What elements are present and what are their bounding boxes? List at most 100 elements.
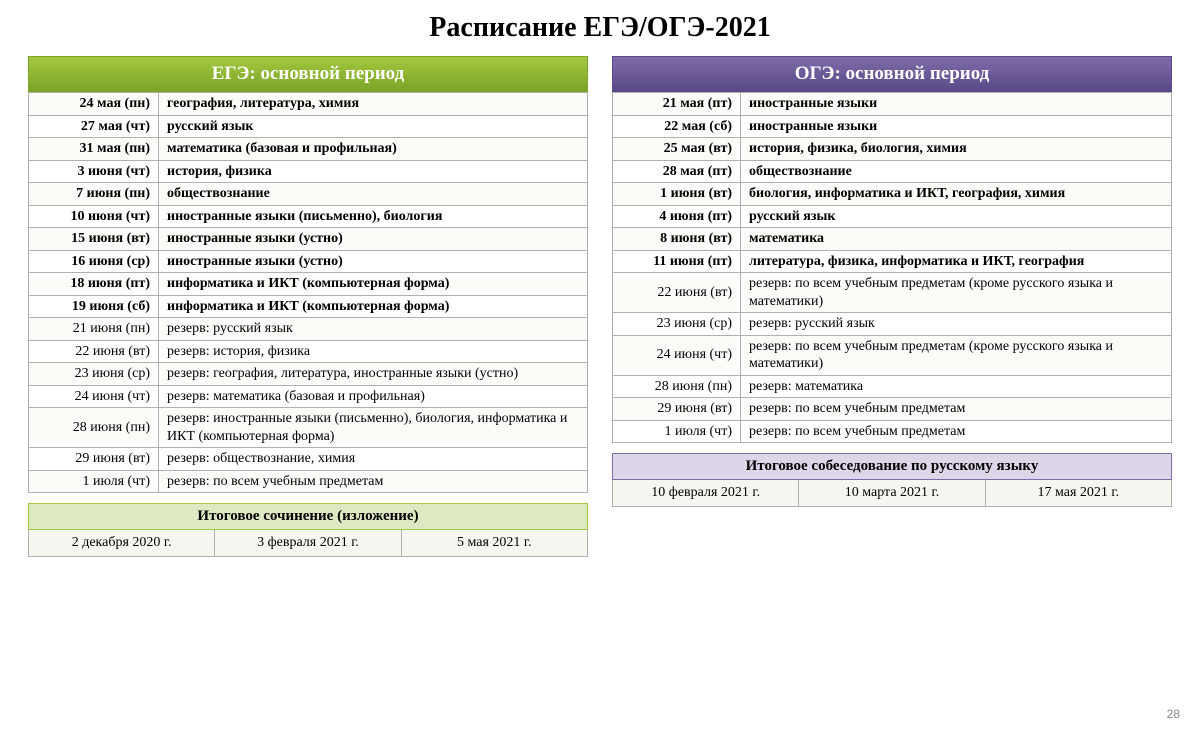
footer-date-cell: 10 февраля 2021 г. xyxy=(612,480,799,507)
table-row: 1 июля (чт)резерв: по всем учебным предм… xyxy=(29,470,588,493)
table-row: 8 июня (вт)математика xyxy=(613,228,1172,251)
date-cell: 22 июня (вт) xyxy=(613,273,741,313)
date-cell: 21 мая (пт) xyxy=(613,93,741,116)
subject-cell: биология, информатика и ИКТ, география, … xyxy=(741,183,1172,206)
date-cell: 24 мая (пн) xyxy=(29,93,159,116)
date-cell: 25 мая (вт) xyxy=(613,138,741,161)
subject-cell: география, литература, химия xyxy=(159,93,588,116)
subject-cell: резерв: география, литература, иностранн… xyxy=(159,363,588,386)
table-row: 24 мая (пн)география, литература, химия xyxy=(29,93,588,116)
subject-cell: резерв: история, физика xyxy=(159,340,588,363)
subject-cell: история, физика xyxy=(159,160,588,183)
date-cell: 24 июня (чт) xyxy=(29,385,159,408)
footer-date-cell: 17 мая 2021 г. xyxy=(986,480,1172,507)
table-row: 21 июня (пн)резерв: русский язык xyxy=(29,318,588,341)
date-cell: 1 июля (чт) xyxy=(613,420,741,443)
table-row: 28 мая (пт)обществознание xyxy=(613,160,1172,183)
two-column-layout: ЕГЭ: основной период 24 мая (пн)географи… xyxy=(28,56,1172,557)
date-cell: 1 июня (вт) xyxy=(613,183,741,206)
ege-footer: Итоговое сочинение (изложение) 2 декабря… xyxy=(28,503,588,557)
table-row: 16 июня (ср)иностранные языки (устно) xyxy=(29,250,588,273)
subject-cell: русский язык xyxy=(741,205,1172,228)
subject-cell: история, физика, биология, химия xyxy=(741,138,1172,161)
table-row: 31 мая (пн)математика (базовая и профиль… xyxy=(29,138,588,161)
subject-cell: иностранные языки (устно) xyxy=(159,228,588,251)
table-row: 29 июня (вт)резерв: обществознание, хими… xyxy=(29,448,588,471)
footer-date-cell: 10 марта 2021 г. xyxy=(799,480,985,507)
subject-cell: резерв: математика xyxy=(741,375,1172,398)
table-row: 4 июня (пт)русский язык xyxy=(613,205,1172,228)
date-cell: 29 июня (вт) xyxy=(29,448,159,471)
date-cell: 31 мая (пн) xyxy=(29,138,159,161)
date-cell: 15 июня (вт) xyxy=(29,228,159,251)
date-cell: 28 мая (пт) xyxy=(613,160,741,183)
page-title: Расписание ЕГЭ/ОГЭ-2021 xyxy=(28,12,1172,44)
date-cell: 27 мая (чт) xyxy=(29,115,159,138)
subject-cell: резерв: по всем учебным предметам xyxy=(741,398,1172,421)
oge-footer-header: Итоговое собеседование по русскому языку xyxy=(612,453,1172,480)
date-cell: 23 июня (ср) xyxy=(29,363,159,386)
date-cell: 3 июня (чт) xyxy=(29,160,159,183)
date-cell: 1 июля (чт) xyxy=(29,470,159,493)
table-row: 24 июня (чт)резерв: по всем учебным пред… xyxy=(613,335,1172,375)
ege-footer-header: Итоговое сочинение (изложение) xyxy=(28,503,588,530)
subject-cell: информатика и ИКТ (компьютерная форма) xyxy=(159,295,588,318)
date-cell: 22 июня (вт) xyxy=(29,340,159,363)
subject-cell: обществознание xyxy=(159,183,588,206)
table-row: 7 июня (пн)обществознание xyxy=(29,183,588,206)
footer-date-cell: 3 февраля 2021 г. xyxy=(215,530,401,557)
subject-cell: русский язык xyxy=(159,115,588,138)
subject-cell: резерв: математика (базовая и профильная… xyxy=(159,385,588,408)
date-cell: 29 июня (вт) xyxy=(613,398,741,421)
date-cell: 24 июня (чт) xyxy=(613,335,741,375)
table-row: 29 июня (вт)резерв: по всем учебным пред… xyxy=(613,398,1172,421)
subject-cell: резерв: русский язык xyxy=(741,313,1172,336)
table-row: 22 мая (сб)иностранные языки xyxy=(613,115,1172,138)
table-row: 23 июня (ср)резерв: русский язык xyxy=(613,313,1172,336)
ege-column: ЕГЭ: основной период 24 мая (пн)географи… xyxy=(28,56,588,557)
table-row: 22 июня (вт)резерв: история, физика xyxy=(29,340,588,363)
subject-cell: резерв: по всем учебным предметам (кроме… xyxy=(741,335,1172,375)
table-row: 21 мая (пт)иностранные языки xyxy=(613,93,1172,116)
footer-date-cell: 2 декабря 2020 г. xyxy=(28,530,215,557)
subject-cell: иностранные языки xyxy=(741,115,1172,138)
table-row: 24 июня (чт)резерв: математика (базовая … xyxy=(29,385,588,408)
subject-cell: резерв: обществознание, химия xyxy=(159,448,588,471)
subject-cell: иностранные языки xyxy=(741,93,1172,116)
table-row: 10 июня (чт)иностранные языки (письменно… xyxy=(29,205,588,228)
date-cell: 19 июня (сб) xyxy=(29,295,159,318)
table-row: 15 июня (вт)иностранные языки (устно) xyxy=(29,228,588,251)
subject-cell: резерв: по всем учебным предметам xyxy=(159,470,588,493)
oge-footer-dates: 10 февраля 2021 г.10 марта 2021 г.17 мая… xyxy=(612,480,1172,507)
ege-schedule-table: 24 мая (пн)география, литература, химия2… xyxy=(28,92,588,493)
date-cell: 28 июня (пн) xyxy=(29,408,159,448)
table-row: 18 июня (пт)информатика и ИКТ (компьютер… xyxy=(29,273,588,296)
table-row: 22 июня (вт)резерв: по всем учебным пред… xyxy=(613,273,1172,313)
date-cell: 4 июня (пт) xyxy=(613,205,741,228)
date-cell: 21 июня (пн) xyxy=(29,318,159,341)
table-row: 3 июня (чт)история, физика xyxy=(29,160,588,183)
date-cell: 28 июня (пн) xyxy=(613,375,741,398)
subject-cell: информатика и ИКТ (компьютерная форма) xyxy=(159,273,588,296)
date-cell: 10 июня (чт) xyxy=(29,205,159,228)
subject-cell: резерв: русский язык xyxy=(159,318,588,341)
ege-header: ЕГЭ: основной период xyxy=(28,56,588,92)
page-number: 28 xyxy=(1167,707,1180,721)
table-row: 28 июня (пн)резерв: иностранные языки (п… xyxy=(29,408,588,448)
date-cell: 18 июня (пт) xyxy=(29,273,159,296)
subject-cell: математика xyxy=(741,228,1172,251)
subject-cell: обществознание xyxy=(741,160,1172,183)
table-row: 19 июня (сб)информатика и ИКТ (компьютер… xyxy=(29,295,588,318)
table-row: 25 мая (вт)история, физика, биология, хи… xyxy=(613,138,1172,161)
oge-column: ОГЭ: основной период 21 мая (пт)иностран… xyxy=(612,56,1172,557)
date-cell: 7 июня (пн) xyxy=(29,183,159,206)
subject-cell: резерв: по всем учебным предметам (кроме… xyxy=(741,273,1172,313)
date-cell: 23 июня (ср) xyxy=(613,313,741,336)
subject-cell: литература, физика, информатика и ИКТ, г… xyxy=(741,250,1172,273)
subject-cell: резерв: по всем учебным предметам xyxy=(741,420,1172,443)
table-row: 27 мая (чт)русский язык xyxy=(29,115,588,138)
date-cell: 22 мая (сб) xyxy=(613,115,741,138)
ege-footer-dates: 2 декабря 2020 г.3 февраля 2021 г.5 мая … xyxy=(28,530,588,557)
subject-cell: математика (базовая и профильная) xyxy=(159,138,588,161)
table-row: 1 июля (чт)резерв: по всем учебным предм… xyxy=(613,420,1172,443)
